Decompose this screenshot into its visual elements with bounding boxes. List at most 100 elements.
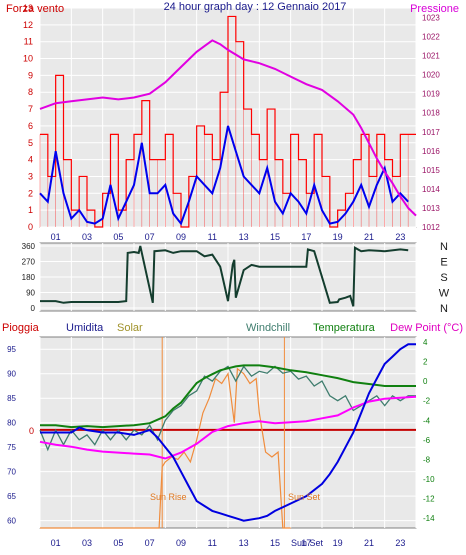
- pressure-axis-title: Pressione: [410, 3, 459, 15]
- humidity-tick-label: 75: [7, 443, 16, 452]
- temperature-tick-label: -2: [423, 397, 431, 406]
- humidity-tick-label: 80: [7, 419, 16, 428]
- pressure-tick-label: 1021: [422, 52, 440, 61]
- sunset-label-plot: Sun Set: [288, 492, 321, 502]
- pressure-tick-label: 1020: [422, 71, 440, 80]
- wind-tick-label: 7: [28, 104, 33, 114]
- wind-x-tick-label: 07: [145, 232, 155, 242]
- windchill-line: [39, 365, 416, 452]
- temperature-x-tick-label: 15: [270, 538, 280, 548]
- temperature-tick-label: -4: [423, 416, 431, 425]
- pressure-tick-label: 1023: [422, 14, 440, 23]
- wind-x-tick-label: 11: [208, 232, 217, 242]
- wind-x-tick-label: 21: [364, 232, 374, 242]
- temperature-tick-label: 4: [423, 338, 428, 347]
- temperature-tick-label: -10: [423, 475, 435, 484]
- temperature-x-tick-label: 23: [395, 538, 405, 548]
- wind-tick-label: 11: [24, 37, 33, 47]
- humidity-tick-label: 70: [7, 468, 16, 477]
- wind-tick-label: 8: [28, 87, 33, 97]
- pressure-tick-label: 1012: [422, 223, 440, 232]
- temperature-tick-label: 2: [423, 357, 428, 366]
- humidity-tick-label: 60: [7, 517, 16, 526]
- temperature-tick-label: 0: [423, 377, 428, 386]
- direction-tick-label: 270: [22, 258, 36, 267]
- humidity-line: [40, 343, 416, 522]
- humidity-tick-label: 85: [7, 394, 16, 403]
- pressure-tick-label: 1014: [422, 185, 440, 194]
- pressure-tick-label: 1019: [422, 90, 440, 99]
- temperature-line: [40, 364, 416, 429]
- humidity-tick-label: 95: [7, 345, 16, 354]
- wind-tick-label: 13: [23, 3, 33, 13]
- rain-tick-label: 0: [29, 426, 34, 436]
- wind-tick-label: 0: [28, 222, 33, 232]
- direction-tick-label: 180: [22, 273, 36, 282]
- humidity-tick-label: 65: [7, 492, 16, 501]
- wind-x-tick-label: 01: [51, 232, 61, 242]
- compass-label: E: [440, 257, 447, 269]
- temperature-tick-label: -6: [423, 436, 431, 445]
- wind-tick-label: 12: [23, 20, 33, 30]
- sunset-label-axis: Sun Set: [291, 538, 324, 548]
- pressure-tick-label: 1013: [422, 204, 440, 213]
- temperature-x-tick-label: 09: [176, 538, 186, 548]
- humidity-tick-label: 90: [7, 370, 16, 379]
- rain-label: Pioggia: [2, 322, 40, 334]
- pressure-tick-label: 1015: [422, 166, 440, 175]
- temperature-x-tick-label: 07: [145, 538, 155, 548]
- direction-series: [40, 245, 409, 307]
- wind-x-tick-label: 15: [270, 232, 280, 242]
- temperature-x-tick-label: 05: [113, 538, 123, 548]
- pressure-tick-label: 1022: [422, 33, 440, 42]
- temperature-x-tick-label: 17: [301, 538, 311, 548]
- compass-label: S: [440, 272, 447, 284]
- wind-x-tick-label: 09: [176, 232, 186, 242]
- wind-x-tick-label: 17: [301, 232, 311, 242]
- temperature-x-tick-label: 03: [82, 538, 92, 548]
- wind-direction-line: [40, 245, 409, 307]
- temperature-panel: Pioggia Umidita Solar Windchill Temperat…: [2, 322, 463, 548]
- temperature-label: Temperatura: [313, 322, 376, 334]
- wind-average-line: [39, 125, 409, 226]
- temperature-x-tick-label: 11: [208, 538, 217, 548]
- wind-tick-label: 4: [28, 155, 33, 165]
- wind-x-tick-label: 03: [82, 232, 92, 242]
- compass-label: N: [440, 241, 448, 253]
- wind-series: [39, 15, 417, 228]
- wind-tick-label: 2: [28, 188, 33, 198]
- wind-tick-label: 6: [28, 121, 33, 131]
- wind-chart-title: 24 hour graph day : 12 Gennaio 2017: [164, 1, 347, 13]
- windchill-label: Windchill: [246, 322, 290, 334]
- compass-label: N: [440, 303, 448, 315]
- wind-axis-ticks: 0123456789101112131012101310141015101610…: [23, 3, 440, 242]
- sunrise-label: Sun Rise: [150, 492, 187, 502]
- wind-x-tick-label: 23: [395, 232, 405, 242]
- pressure-tick-label: 1016: [422, 147, 440, 156]
- wind-x-tick-label: 19: [333, 232, 343, 242]
- wind-x-tick-label: 05: [113, 232, 123, 242]
- pressure-tick-label: 1017: [422, 128, 440, 137]
- compass-label: W: [439, 288, 450, 300]
- dewpoint-line: [39, 395, 417, 460]
- wind-tick-label: 5: [28, 138, 33, 148]
- wind-tick-label: 3: [28, 171, 33, 181]
- wind-tick-label: 9: [28, 70, 33, 80]
- temperature-series: [39, 337, 417, 529]
- pressure-line: [39, 39, 417, 217]
- direction-tick-label: 0: [31, 304, 36, 313]
- humidity-label: Umidita: [66, 322, 104, 334]
- temperature-axis-ticks: 60 65 70 75 80 85 90 95 4 2 0 -2 -4 -6 -8 -10 -12 -14 01 03…: [7, 338, 435, 548]
- pressure-tick-label: 1018: [422, 109, 440, 118]
- wind-x-tick-label: 13: [239, 232, 249, 242]
- temperature-tick-label: -14: [423, 514, 435, 523]
- wind-tick-label: 10: [23, 54, 33, 64]
- temperature-tick-label: -12: [423, 495, 435, 504]
- dewpoint-label: Dew Point (°C): [390, 322, 463, 334]
- temperature-x-tick-label: 21: [364, 538, 374, 548]
- temperature-x-tick-label: 01: [51, 538, 61, 548]
- wind-tick-label: 1: [28, 205, 33, 215]
